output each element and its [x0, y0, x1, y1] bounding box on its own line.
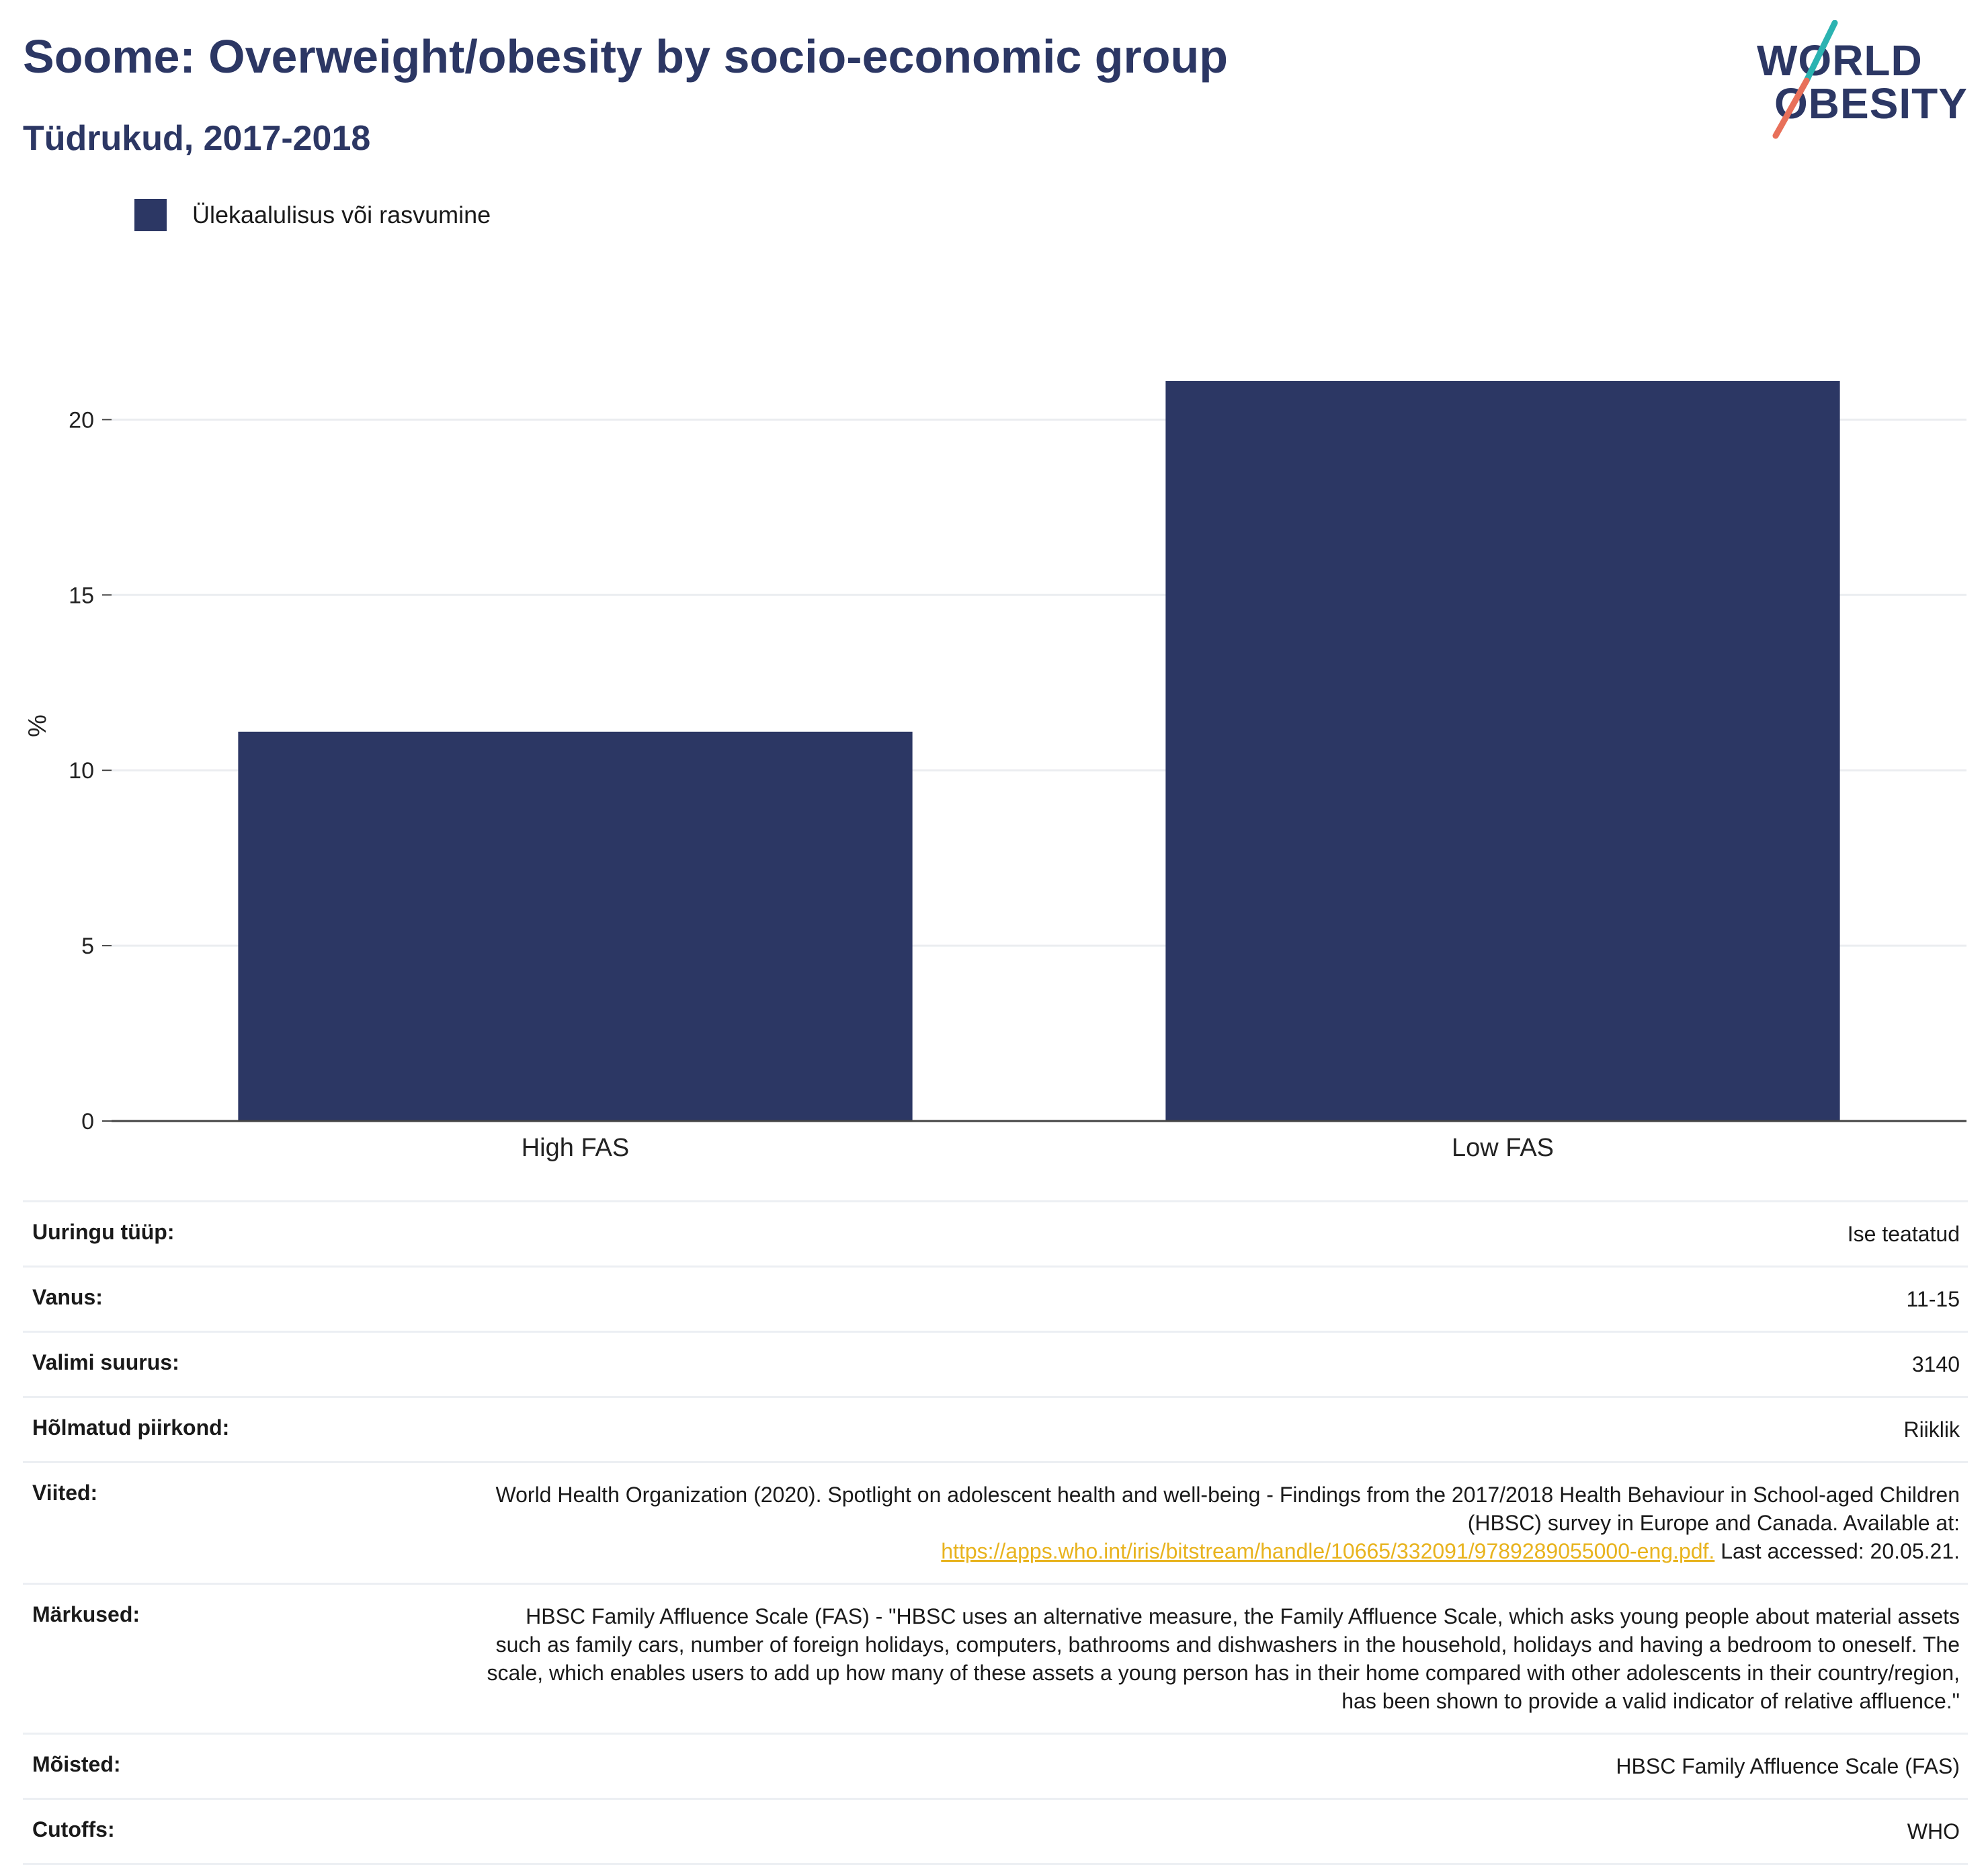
- metadata-table: Uuringu tüüp: Ise teatatud Vanus: 11-15 …: [23, 1200, 1968, 1865]
- bar: [238, 731, 913, 1121]
- chart-subtitle: Tüdrukud, 2017-2018: [23, 119, 371, 158]
- meta-row-area: Hõlmatud piirkond: Riiklik: [23, 1396, 1968, 1461]
- meta-key: Vanus:: [32, 1285, 103, 1309]
- y-tick-label: 0: [81, 1109, 94, 1134]
- y-tick-label: 15: [69, 583, 94, 608]
- meta-value: 3140: [1911, 1352, 1960, 1376]
- meta-value: World Health Organization (2020). Spotli…: [481, 1481, 1960, 1565]
- meta-row-age: Vanus: 11-15: [23, 1266, 1968, 1331]
- logo-line-2: OBESITY: [1774, 79, 1968, 128]
- logo-slash-icon: [1772, 20, 1838, 139]
- meta-key: Mõisted:: [32, 1752, 121, 1776]
- y-tick-label: 5: [81, 934, 94, 959]
- meta-value: Riiklik: [1903, 1417, 1960, 1442]
- reference-link[interactable]: https://apps.who.int/iris/bitstream/hand…: [941, 1539, 1715, 1563]
- meta-row-notes: Märkused: HBSC Family Affluence Scale (F…: [23, 1583, 1968, 1733]
- reference-suffix: Last accessed: 20.05.21.: [1721, 1539, 1960, 1563]
- meta-row-survey-type: Uuringu tüüp: Ise teatatud: [23, 1200, 1968, 1266]
- world-obesity-logo: WORLD OBESITY: [1747, 20, 1969, 141]
- meta-row-sample-size: Valimi suurus: 3140: [23, 1331, 1968, 1396]
- meta-row-definitions: Mõisted: HBSC Family Affluence Scale (FA…: [23, 1733, 1968, 1798]
- legend: Ülekaalulisus või rasvumine: [134, 199, 491, 231]
- meta-key: Märkused:: [32, 1602, 140, 1626]
- legend-swatch: [134, 199, 167, 231]
- meta-key: Hõlmatud piirkond:: [32, 1415, 230, 1440]
- meta-key: Viited:: [32, 1481, 98, 1505]
- x-tick-label: Low FAS: [1452, 1134, 1554, 1162]
- legend-label: Ülekaalulisus või rasvumine: [192, 201, 491, 229]
- meta-row-cutoffs: Cutoffs: WHO: [23, 1798, 1968, 1865]
- meta-value: HBSC Family Affluence Scale (FAS): [1616, 1754, 1960, 1778]
- y-tick-label: 20: [69, 407, 94, 433]
- meta-key: Valimi suurus:: [32, 1350, 179, 1374]
- reference-text: World Health Organization (2020). Spotli…: [495, 1483, 1960, 1535]
- meta-value: HBSC Family Affluence Scale (FAS) - "HBS…: [487, 1604, 1960, 1713]
- meta-value: WHO: [1907, 1819, 1960, 1843]
- meta-key: Uuringu tüüp:: [32, 1220, 175, 1244]
- chart-title: Soome: Overweight/obesity by socio-econo…: [23, 30, 1229, 83]
- bar-chart: 0 5 10 15 20% High FAS Low FAS: [24, 380, 1966, 1162]
- meta-value: 11-15: [1906, 1287, 1960, 1311]
- y-tick-label: 10: [69, 758, 94, 784]
- meta-row-references: Viited: World Health Organization (2020)…: [23, 1461, 1968, 1583]
- meta-value: Ise teatatud: [1847, 1222, 1960, 1246]
- y-axis-title: %: [24, 714, 52, 737]
- bar: [1165, 380, 1840, 1121]
- x-tick-label: High FAS: [522, 1134, 630, 1162]
- logo-line-1: WORLD: [1757, 36, 1923, 85]
- meta-key: Cutoffs:: [32, 1817, 115, 1841]
